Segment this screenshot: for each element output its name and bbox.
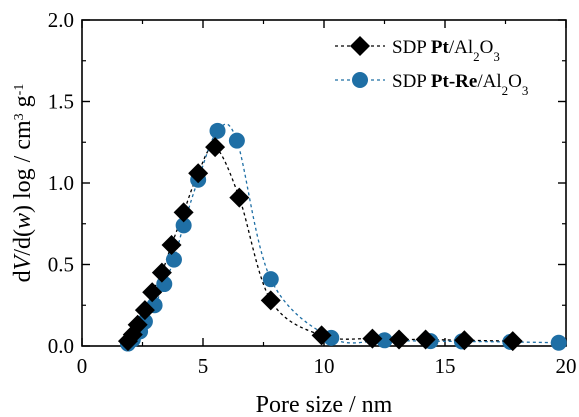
y-axis-title: dV/d(w) log / cm3 g-1 bbox=[10, 84, 36, 283]
series-line-0 bbox=[128, 147, 513, 342]
x-tick-label: 10 bbox=[314, 354, 335, 378]
x-tick-label: 0 bbox=[77, 354, 88, 378]
data-point-diamond bbox=[205, 137, 225, 157]
x-axis-title: Pore size / nm bbox=[256, 392, 393, 417]
series-lines bbox=[128, 124, 559, 344]
legend-marker-pt-re bbox=[352, 72, 368, 88]
data-point-circle bbox=[263, 271, 279, 287]
axis-tick-labels: 0 5 10 15 20 0.0 0.5 1.0 1.5 2.0 bbox=[48, 8, 577, 378]
x-tick-label: 5 bbox=[198, 354, 209, 378]
x-tick-label: 15 bbox=[435, 354, 456, 378]
legend-label-pt: SDP Pt/Al2O3 bbox=[392, 37, 500, 64]
x-tick-label: 20 bbox=[556, 354, 577, 378]
legend-entry-pt-re: SDP Pt-Re/Al2O3 bbox=[335, 71, 528, 98]
y-tick-label: 1.0 bbox=[48, 171, 74, 195]
data-point-circle bbox=[229, 133, 245, 149]
y-tick-label: 2.0 bbox=[48, 8, 74, 32]
y-tick-label: 1.5 bbox=[48, 90, 74, 114]
data-point-diamond bbox=[174, 202, 194, 222]
data-point-diamond bbox=[162, 235, 182, 255]
series-line-1 bbox=[128, 124, 559, 344]
legend-entry-pt: SDP Pt/Al2O3 bbox=[335, 36, 500, 64]
series-markers bbox=[118, 123, 567, 352]
legend: SDP Pt/Al2O3 SDP Pt-Re/Al2O3 bbox=[335, 36, 528, 98]
data-point-circle bbox=[551, 335, 567, 351]
data-point-circle bbox=[166, 252, 182, 268]
legend-marker-pt bbox=[350, 36, 370, 56]
y-tick-label: 0.5 bbox=[48, 253, 74, 277]
data-point-diamond bbox=[261, 290, 281, 310]
y-tick-label: 0.0 bbox=[48, 334, 74, 358]
data-point-diamond bbox=[229, 188, 249, 208]
legend-label-pt-re: SDP Pt-Re/Al2O3 bbox=[392, 71, 528, 98]
data-point-circle bbox=[210, 123, 226, 139]
